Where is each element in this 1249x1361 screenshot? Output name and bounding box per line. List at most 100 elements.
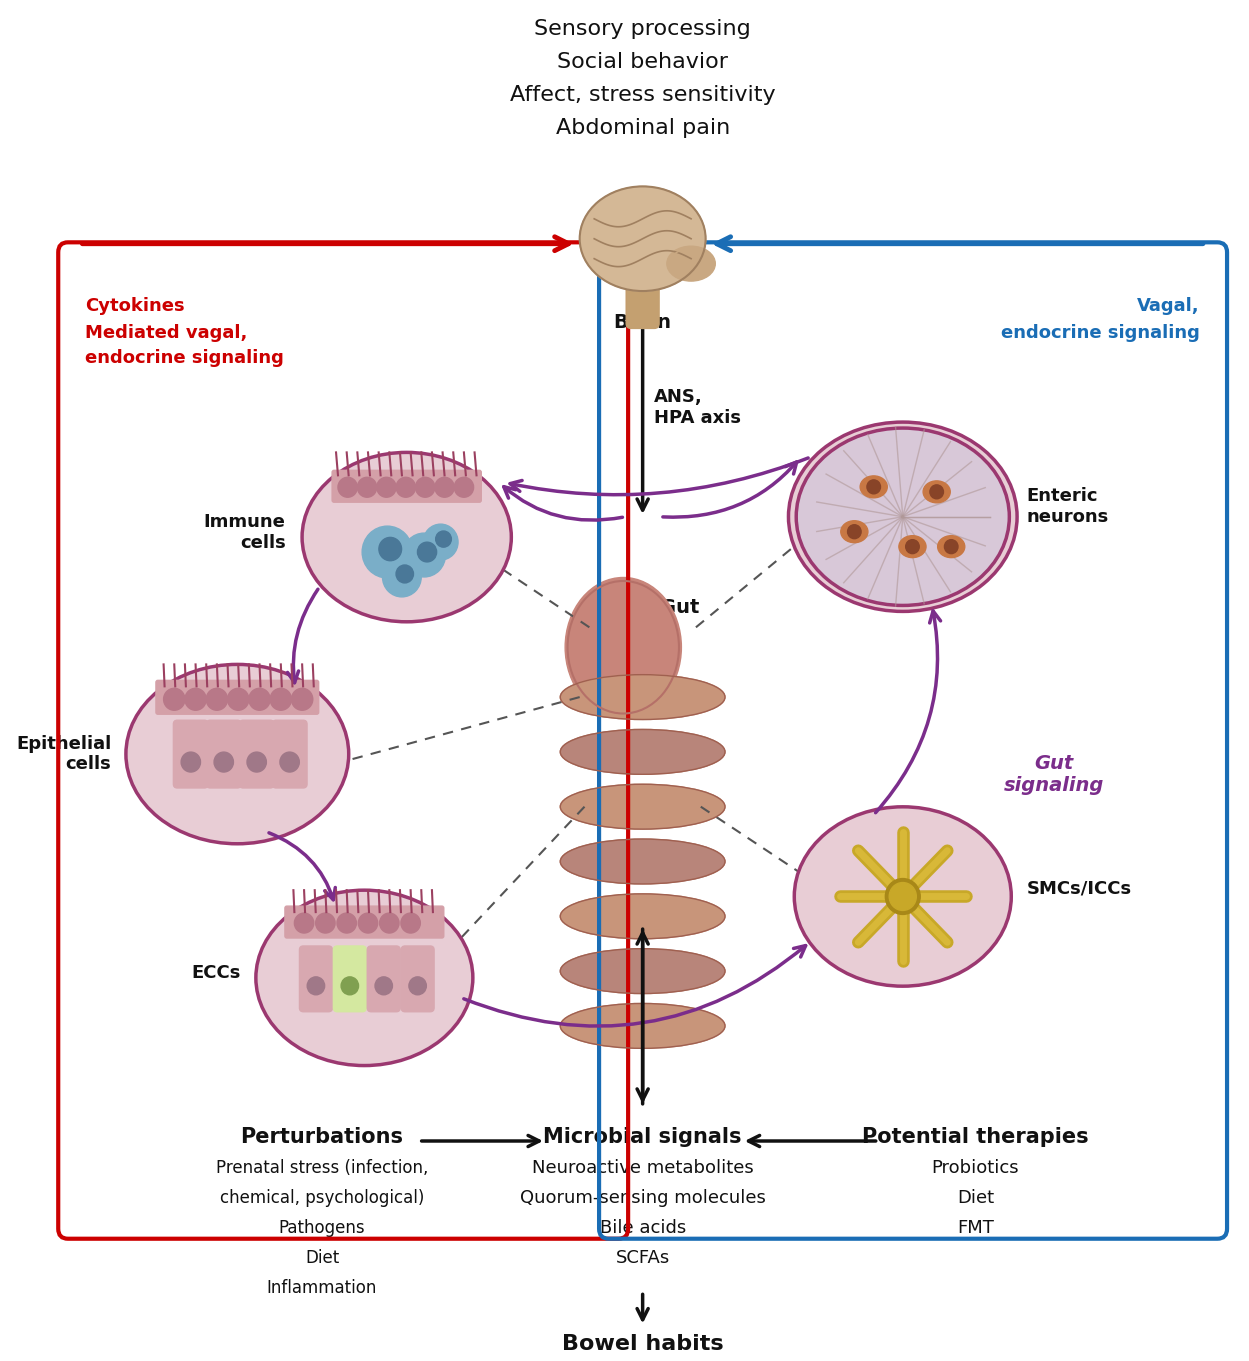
Circle shape (886, 879, 921, 915)
Text: Diet: Diet (957, 1188, 994, 1207)
Ellipse shape (788, 422, 1017, 611)
FancyBboxPatch shape (367, 946, 400, 1011)
Text: Abdominal pain: Abdominal pain (556, 118, 729, 137)
FancyBboxPatch shape (401, 946, 435, 1011)
Circle shape (417, 542, 437, 562)
Circle shape (435, 478, 455, 497)
Circle shape (455, 478, 473, 497)
Circle shape (164, 689, 185, 710)
Circle shape (375, 977, 392, 995)
FancyBboxPatch shape (272, 720, 307, 788)
Text: Prenatal stress (infection,: Prenatal stress (infection, (216, 1160, 428, 1177)
Circle shape (357, 478, 377, 497)
Circle shape (316, 913, 335, 934)
Ellipse shape (561, 840, 724, 883)
Circle shape (307, 977, 325, 995)
Text: Potential therapies: Potential therapies (862, 1127, 1089, 1147)
Text: Quorum-sensing molecules: Quorum-sensing molecules (520, 1188, 766, 1207)
Text: Diet: Diet (305, 1248, 340, 1267)
Text: Gut: Gut (659, 597, 699, 617)
Text: Sensory processing: Sensory processing (535, 19, 751, 39)
FancyBboxPatch shape (206, 720, 241, 788)
Text: Immune
cells: Immune cells (204, 513, 286, 551)
Circle shape (270, 689, 291, 710)
Circle shape (295, 913, 313, 934)
Ellipse shape (923, 480, 950, 502)
Ellipse shape (561, 894, 724, 939)
Circle shape (206, 689, 227, 710)
Text: endocrine signaling: endocrine signaling (1000, 324, 1200, 342)
Text: Bile acids: Bile acids (600, 1218, 686, 1237)
Circle shape (848, 525, 861, 539)
Text: Perturbations: Perturbations (241, 1127, 403, 1147)
Ellipse shape (561, 784, 724, 829)
Circle shape (214, 753, 234, 772)
FancyBboxPatch shape (300, 946, 332, 1011)
Circle shape (889, 882, 917, 911)
Circle shape (280, 753, 300, 772)
Circle shape (906, 540, 919, 554)
Text: SMCs/ICCs: SMCs/ICCs (1027, 879, 1132, 897)
Circle shape (944, 540, 958, 554)
Text: chemical, psychological): chemical, psychological) (220, 1188, 425, 1207)
Ellipse shape (794, 807, 1012, 987)
Circle shape (227, 689, 249, 710)
Circle shape (436, 531, 451, 547)
FancyBboxPatch shape (626, 279, 659, 328)
FancyBboxPatch shape (240, 720, 274, 788)
FancyBboxPatch shape (332, 471, 481, 502)
Circle shape (403, 534, 446, 577)
Text: Cytokines: Cytokines (85, 297, 185, 316)
Ellipse shape (561, 729, 724, 774)
Ellipse shape (126, 664, 348, 844)
Circle shape (378, 538, 402, 561)
Circle shape (396, 565, 413, 583)
FancyBboxPatch shape (174, 720, 209, 788)
Circle shape (338, 478, 357, 497)
FancyBboxPatch shape (285, 906, 443, 938)
Circle shape (416, 478, 435, 497)
Circle shape (181, 753, 201, 772)
FancyBboxPatch shape (333, 946, 366, 1011)
Text: Inflammation: Inflammation (267, 1278, 377, 1297)
Ellipse shape (899, 536, 926, 558)
Text: Gut
signaling: Gut signaling (1004, 754, 1104, 795)
Text: FMT: FMT (957, 1218, 994, 1237)
FancyBboxPatch shape (156, 680, 318, 715)
Ellipse shape (938, 536, 964, 558)
Ellipse shape (256, 890, 473, 1066)
Text: Mediated vagal,: Mediated vagal, (85, 324, 247, 342)
Circle shape (185, 689, 206, 710)
Circle shape (396, 478, 416, 497)
Text: Microbial signals: Microbial signals (543, 1127, 742, 1147)
Circle shape (867, 480, 881, 494)
Ellipse shape (841, 521, 868, 543)
Ellipse shape (861, 476, 887, 498)
Circle shape (408, 977, 426, 995)
Text: Pathogens: Pathogens (279, 1218, 365, 1237)
Text: ECCs: ECCs (191, 964, 240, 981)
Ellipse shape (561, 949, 724, 994)
Text: endocrine signaling: endocrine signaling (85, 348, 285, 367)
Circle shape (291, 689, 312, 710)
Text: Neuroactive metabolites: Neuroactive metabolites (532, 1160, 753, 1177)
Circle shape (423, 524, 458, 559)
Text: Enteric
neurons: Enteric neurons (1027, 487, 1109, 527)
Text: Epithelial
cells: Epithelial cells (16, 735, 111, 773)
Circle shape (380, 913, 398, 934)
Text: Social behavior: Social behavior (557, 52, 728, 72)
Ellipse shape (565, 577, 682, 717)
Circle shape (337, 913, 356, 934)
Text: Probiotics: Probiotics (932, 1160, 1019, 1177)
Text: SCFAs: SCFAs (616, 1248, 669, 1267)
Ellipse shape (667, 246, 716, 282)
Circle shape (341, 977, 358, 995)
Text: ANS,
HPA axis: ANS, HPA axis (654, 388, 741, 427)
Circle shape (931, 485, 943, 499)
Ellipse shape (561, 1003, 724, 1048)
Circle shape (382, 557, 421, 597)
Circle shape (249, 689, 270, 710)
Circle shape (247, 753, 266, 772)
Ellipse shape (796, 429, 1009, 606)
Text: Affect, stress sensitivity: Affect, stress sensitivity (510, 86, 776, 105)
